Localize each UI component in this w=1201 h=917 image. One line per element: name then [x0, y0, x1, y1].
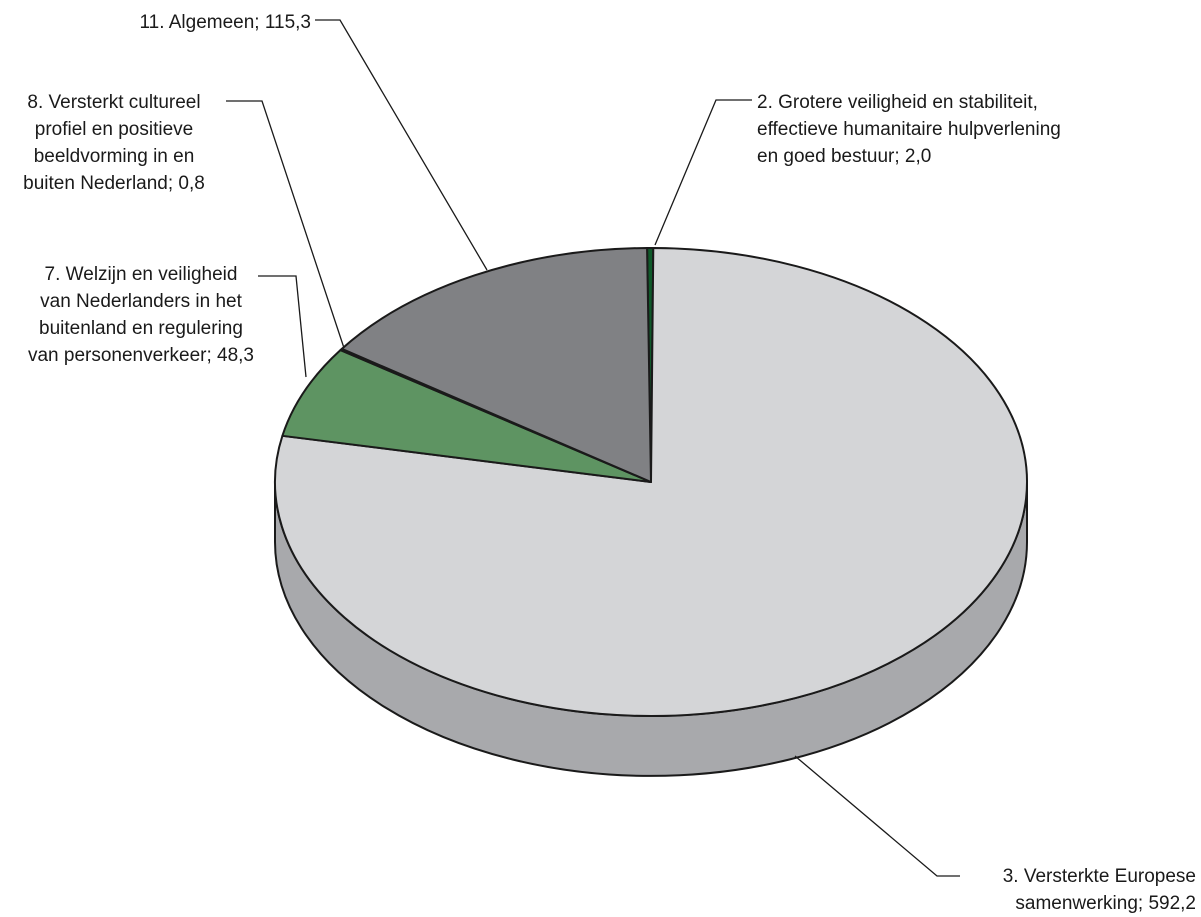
leader-line-5	[315, 19, 488, 271]
slice-label-line: profiel en positieve	[35, 119, 193, 140]
slice-label-1: 2. Grotere veiligheid en stabiliteit, eff…	[757, 92, 1061, 167]
leader-line-2	[794, 755, 960, 877]
slice-label-3: 7. Welzijn en veiligheid van Nederlanders…	[28, 264, 254, 366]
slice-label-line: van Nederlanders in het	[40, 291, 242, 312]
pie-slice-3	[281, 349, 652, 483]
slice-label-line: samenwerking; 592,2	[1015, 893, 1196, 914]
slice-label-line: effectieve humanitaire hulpverlening	[757, 119, 1061, 140]
pie-slice-5	[340, 247, 652, 483]
leader-line-3	[258, 275, 307, 378]
slice-label-line: 3. Versterkte Europese	[1003, 866, 1196, 887]
slice-label-line: buiten Nederland; 0,8	[23, 173, 205, 194]
slice-label-line: beeldvorming in en	[34, 146, 195, 167]
pie-top-layer	[274, 247, 1028, 717]
leader-line-4	[226, 100, 345, 349]
slice-label-line: 11. Algemeen; 115,3	[140, 12, 311, 33]
slice-label-2: 3. Versterkte Europese samenwerking; 592,…	[1003, 866, 1196, 914]
slice-label-line: 7. Welzijn en veiligheid	[45, 264, 238, 285]
slice-label-line: en goed bestuur; 2,0	[757, 146, 931, 167]
slice-label-5: 11. Algemeen; 115,3	[140, 12, 311, 33]
leader-line-1	[654, 99, 752, 246]
slice-label-line: van personenverkeer; 48,3	[28, 345, 254, 366]
slice-label-line: 2. Grotere veiligheid en stabiliteit,	[757, 92, 1038, 113]
slice-label-line: buitenland en regulering	[39, 318, 243, 339]
slice-labels: 2. Grotere veiligheid en stabiliteit, eff…	[23, 12, 1196, 914]
leader-lines	[226, 19, 960, 877]
slice-label-4: 8. Versterkt cultureel profiel en positie…	[23, 92, 205, 194]
slice-label-line: 8. Versterkt cultureel	[27, 92, 200, 113]
